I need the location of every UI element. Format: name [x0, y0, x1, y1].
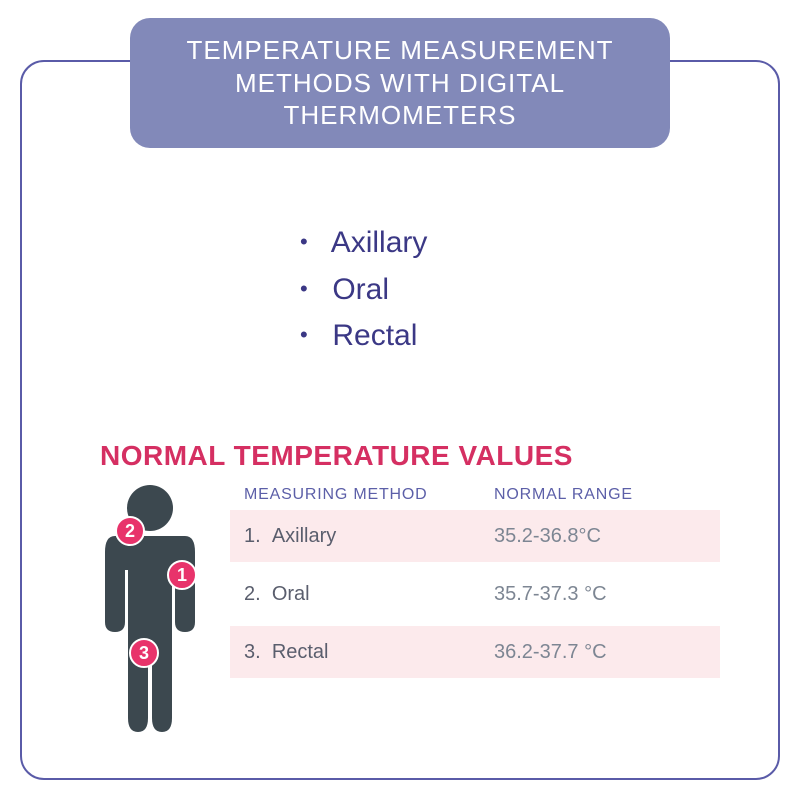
human-body-icon — [75, 480, 225, 740]
table-header-method: MEASURING METHOD — [244, 486, 494, 504]
list-item: • Rectal — [300, 313, 427, 360]
table-header: MEASURING METHOD NORMAL RANGE — [230, 486, 720, 510]
figure-badge-oral: 2 — [115, 516, 145, 546]
row-number: 1. — [244, 525, 261, 547]
method-label: Oral — [332, 273, 389, 306]
table-row: 2. Oral 35.7-37.3 °C — [230, 568, 720, 620]
row-number: 3. — [244, 641, 261, 663]
bullet-icon: • — [300, 225, 324, 259]
figure-badge-rectal: 3 — [129, 638, 159, 668]
table-header-range: NORMAL RANGE — [494, 486, 720, 504]
method-label: Rectal — [332, 319, 417, 352]
cell-method: 2. Oral — [244, 583, 494, 606]
badge-number: 2 — [125, 522, 135, 540]
page-title: TEMPERATURE MEASUREMENT METHODS WITH DIG… — [187, 35, 614, 130]
cell-range: 35.7-37.3 °C — [494, 583, 720, 606]
badge-number: 3 — [139, 644, 149, 662]
title-banner: TEMPERATURE MEASUREMENT METHODS WITH DIG… — [130, 18, 670, 148]
list-item: • Axillary — [300, 220, 427, 267]
methods-list: • Axillary • Oral • Rectal — [300, 220, 427, 360]
table-row: 3. Rectal 36.2-37.7 °C — [230, 626, 720, 678]
bullet-icon: • — [300, 318, 324, 352]
cell-method: 1. Axillary — [244, 525, 494, 548]
table-row: 1. Axillary 35.2-36.8°C — [230, 510, 720, 562]
row-method: Rectal — [272, 641, 329, 663]
row-method: Oral — [272, 583, 310, 605]
values-heading: NORMAL TEMPERATURE VALUES — [100, 440, 573, 472]
method-label: Axillary — [331, 226, 428, 259]
list-item: • Oral — [300, 267, 427, 314]
body-figure: 2 1 3 — [75, 480, 225, 740]
cell-method: 3. Rectal — [244, 641, 494, 664]
bullet-icon: • — [300, 272, 324, 306]
cell-range: 35.2-36.8°C — [494, 525, 720, 548]
row-method: Axillary — [272, 525, 336, 547]
figure-badge-axillary: 1 — [167, 560, 197, 590]
row-number: 2. — [244, 583, 261, 605]
badge-number: 1 — [177, 566, 187, 584]
values-table: MEASURING METHOD NORMAL RANGE 1. Axillar… — [230, 486, 720, 684]
cell-range: 36.2-37.7 °C — [494, 641, 720, 664]
